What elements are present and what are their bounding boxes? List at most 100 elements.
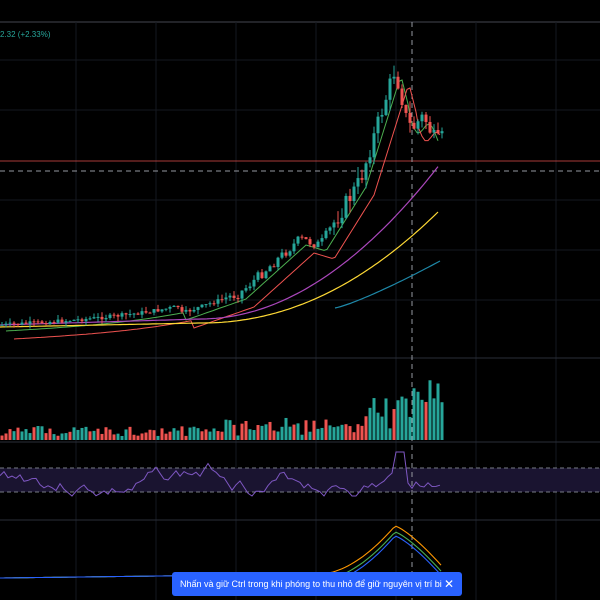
volume-bar <box>296 423 300 440</box>
volume-bar <box>372 398 376 440</box>
volume-bar <box>348 426 352 440</box>
volume-bar <box>92 430 96 440</box>
candle-body <box>76 319 80 321</box>
candle-body <box>432 129 436 133</box>
volume-bar <box>148 429 152 440</box>
volume-bar <box>136 435 140 440</box>
candle-body <box>28 321 32 324</box>
volume-bar <box>188 427 192 440</box>
candle-body <box>24 322 28 324</box>
rsi-path <box>0 451 441 497</box>
candle-body <box>144 311 148 313</box>
volume-bar <box>244 420 248 440</box>
ma-mid-line <box>13 87 441 340</box>
volume-bar <box>180 426 184 440</box>
volume-bar <box>364 416 368 440</box>
volume-bar <box>292 424 296 440</box>
candle-body <box>84 318 88 322</box>
candle-body <box>152 309 156 313</box>
candle-body <box>268 266 272 272</box>
volume-bar <box>392 409 396 440</box>
close-icon[interactable]: ✕ <box>443 577 455 591</box>
candle-body <box>436 129 440 134</box>
candle-body <box>256 272 260 280</box>
volume-bar <box>300 434 304 440</box>
volume-bar <box>436 383 440 440</box>
candle-body <box>360 178 364 180</box>
candle-body <box>208 303 212 305</box>
candle-body <box>120 313 124 317</box>
candle-body <box>168 306 172 309</box>
volume-bar <box>432 398 436 440</box>
candle-body <box>92 317 96 319</box>
candle-body <box>348 195 352 202</box>
volume-bar <box>132 434 136 440</box>
volume-bar <box>220 431 224 440</box>
volume-bar <box>4 433 8 440</box>
volume-bar <box>408 416 412 440</box>
volume-bar <box>44 433 48 440</box>
volume-bar <box>84 426 88 440</box>
candle-body <box>100 316 104 320</box>
candle-body <box>340 217 344 224</box>
volume-bar <box>404 398 408 440</box>
volume-bar <box>380 416 384 440</box>
candle-body <box>280 252 284 258</box>
volume-bar <box>140 433 144 440</box>
candle-body <box>36 321 40 323</box>
ma-fast-line <box>5 79 439 332</box>
volume-bar <box>284 417 288 440</box>
ma-slow-line <box>0 166 439 326</box>
candle-body <box>188 309 192 312</box>
candle-body <box>52 322 56 324</box>
volume-bar <box>260 425 264 440</box>
candle-body <box>372 133 376 158</box>
volume-bar <box>224 419 228 440</box>
moving-averages <box>0 79 441 340</box>
volume-bar <box>196 428 200 440</box>
candle-body <box>296 236 300 244</box>
candle-body <box>20 322 24 325</box>
zoom-hint-toast[interactable]: Nhấn và giữ Ctrl trong khi phóng to thu … <box>172 572 462 596</box>
candle-body <box>132 313 136 315</box>
candle-body <box>328 227 332 231</box>
volume-bar <box>112 434 116 440</box>
volume-bar <box>388 428 392 440</box>
candle-body <box>352 186 356 202</box>
volume-bar <box>128 426 132 440</box>
candle-body <box>304 237 308 240</box>
candle-body <box>40 321 44 324</box>
volume-bar <box>312 420 316 440</box>
candle-body <box>244 288 248 291</box>
candle-body <box>276 257 280 267</box>
volume-bar <box>0 435 4 440</box>
volume-bar <box>104 427 108 440</box>
volume-bar <box>116 433 120 440</box>
volume-bar <box>280 426 284 440</box>
volume-bar <box>332 427 336 440</box>
volume-bar <box>412 388 416 440</box>
volume-bar <box>316 428 320 440</box>
candle-body <box>12 322 16 324</box>
candle-body <box>16 323 20 325</box>
volume-bar <box>172 428 176 440</box>
candle-body <box>156 309 160 312</box>
candle-body <box>404 104 408 113</box>
candle-body <box>8 322 12 324</box>
volume-bar <box>176 430 180 440</box>
grid-vertical <box>75 22 557 600</box>
volume-bar <box>80 427 84 440</box>
volume-bar <box>376 412 380 440</box>
candle-body <box>288 251 292 256</box>
candle-body <box>424 114 428 122</box>
volume-bar <box>88 431 92 440</box>
candle-body <box>232 295 236 298</box>
toast-message: Nhấn và giữ Ctrl trong khi phóng to thu … <box>180 579 442 589</box>
candle-body <box>180 307 184 312</box>
ma-yellow-line <box>0 211 439 328</box>
candle-body <box>104 317 108 320</box>
price-change-label: 2.32 (+2.33%) <box>0 30 51 39</box>
volume-bar <box>240 423 244 440</box>
volume-bar <box>36 426 40 440</box>
